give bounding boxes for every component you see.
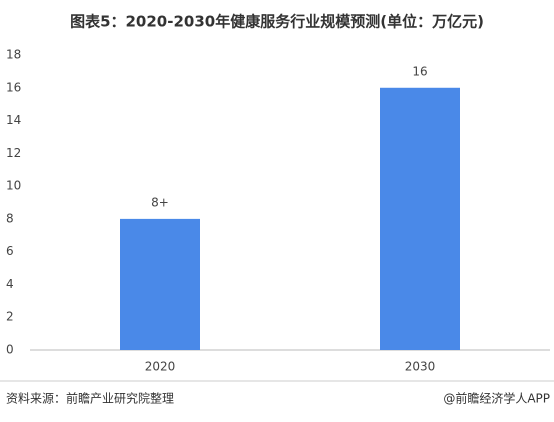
y-tick-label: 18	[6, 48, 21, 62]
bar	[120, 218, 200, 350]
x-tick-label: 2020	[145, 360, 176, 374]
source: 资料来源：前瞻产业研究院整理	[6, 391, 174, 406]
y-tick-label: 12	[6, 146, 21, 160]
y-tick-label: 14	[6, 113, 21, 127]
y-tick-label: 4	[6, 277, 14, 291]
value-label: 16	[412, 64, 427, 78]
x-tick-label: 2030	[405, 360, 436, 374]
y-tick-label: 6	[6, 244, 14, 258]
chart-title: 图表5：2020-2030年健康服务行业规模预测(单位：万亿元)	[70, 13, 484, 31]
credit: @前瞻经济学人APP	[443, 391, 550, 406]
y-tick-label: 10	[6, 179, 21, 193]
value-label: 8+	[151, 195, 169, 209]
y-tick-label: 16	[6, 80, 21, 94]
bar	[380, 87, 460, 351]
y-tick-label: 0	[6, 343, 14, 357]
y-tick-label: 8	[6, 211, 14, 225]
y-tick-label: 2	[6, 310, 14, 324]
